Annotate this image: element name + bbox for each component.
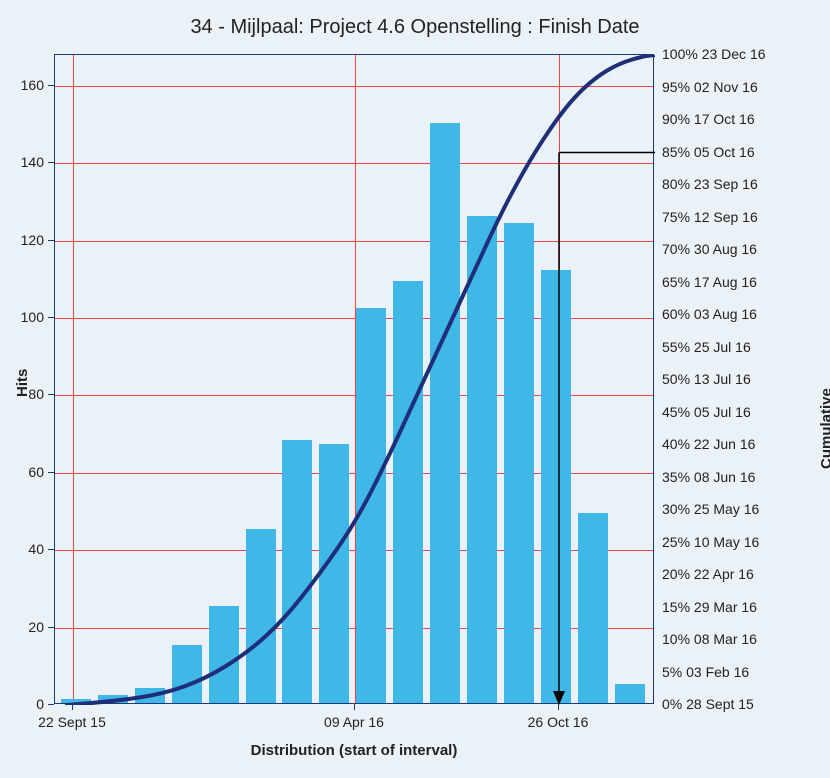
y-right-label: 30% 25 May 16 [662,501,759,517]
histogram-bar [209,606,239,703]
grid-line-horizontal [55,163,653,164]
y-left-tick [48,472,54,473]
y-right-label: 100% 23 Dec 16 [662,46,766,62]
histogram-bar [393,281,423,703]
y-left-label: 60 [0,464,44,480]
y-right-label: 40% 22 Jun 16 [662,436,755,452]
histogram-bar [172,645,202,703]
y-right-label: 5% 03 Feb 16 [662,664,749,680]
histogram-bar [246,529,276,703]
histogram-bar [578,513,608,703]
plot-area [54,54,654,704]
y-right-label: 15% 29 Mar 16 [662,599,757,615]
histogram-bar [135,688,165,703]
y-left-label: 160 [0,77,44,93]
chart-container: 34 - Mijlpaal: Project 4.6 Openstelling … [0,0,830,778]
x-tick [354,704,355,710]
y-right-label: 25% 10 May 16 [662,534,759,550]
grid-line-horizontal [55,241,653,242]
histogram-bar [61,699,91,703]
y-right-label: 45% 05 Jul 16 [662,404,751,420]
y-right-label: 50% 13 Jul 16 [662,371,751,387]
y-right-label: 75% 12 Sep 16 [662,209,758,225]
histogram-bar [541,270,571,703]
grid-line-horizontal [55,86,653,87]
histogram-bar [430,123,460,703]
y-right-label: 55% 25 Jul 16 [662,339,751,355]
y-left-label: 140 [0,154,44,170]
y-left-label: 100 [0,309,44,325]
y-right-label: 0% 28 Sept 15 [662,696,754,712]
grid-line-vertical [73,55,74,703]
x-tick [558,704,559,710]
y-left-tick [48,627,54,628]
y-right-label: 70% 30 Aug 16 [662,241,757,257]
y-left-label: 40 [0,541,44,557]
histogram-bar [319,444,349,703]
y-left-tick [48,240,54,241]
y-right-label: 90% 17 Oct 16 [662,111,755,127]
histogram-bar [282,440,312,703]
y-right-label: 20% 22 Apr 16 [662,566,754,582]
x-label: 26 Oct 16 [528,714,589,730]
y-left-tick [48,549,54,550]
histogram-bar [467,216,497,704]
x-axis-title: Distribution (start of interval) [54,742,654,759]
histogram-bar [98,695,128,703]
histogram-bar [504,223,534,703]
y-right-label: 65% 17 Aug 16 [662,274,757,290]
histogram-bar [615,684,645,703]
y-left-tick [48,704,54,705]
y-right-label: 60% 03 Aug 16 [662,306,757,322]
x-tick [72,704,73,710]
y-left-tick [48,394,54,395]
histogram-bar [356,308,386,703]
y-left-tick [48,317,54,318]
y-right-label: 95% 02 Nov 16 [662,79,758,95]
y-right-axis-title: Cumulative Frequency [818,388,830,469]
chart-title: 34 - Mijlpaal: Project 4.6 Openstelling … [0,16,830,39]
y-right-label: 85% 05 Oct 16 [662,144,755,160]
y-left-label: 20 [0,619,44,635]
y-left-tick [48,162,54,163]
y-right-label: 80% 23 Sep 16 [662,176,758,192]
y-left-label: 120 [0,232,44,248]
y-left-tick [48,85,54,86]
x-label: 22 Sept 15 [38,714,106,730]
y-left-label: 0 [0,696,44,712]
y-right-label: 35% 08 Jun 16 [662,469,755,485]
x-label: 09 Apr 16 [324,714,384,730]
y-right-label: 10% 08 Mar 16 [662,631,757,647]
y-left-label: 80 [0,386,44,402]
